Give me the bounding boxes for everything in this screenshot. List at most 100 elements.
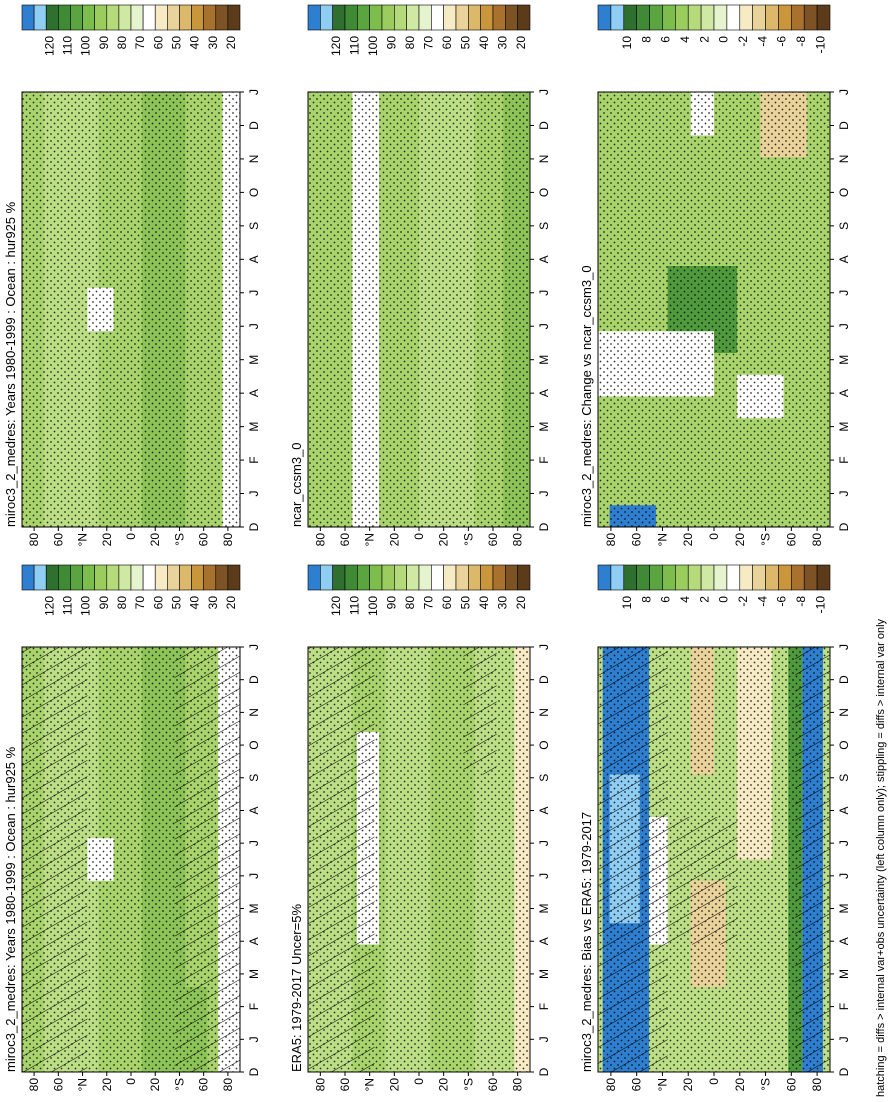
lat-label: 80 bbox=[511, 1078, 525, 1092]
colorbar-cell bbox=[816, 4, 831, 31]
colorbar-cell bbox=[765, 4, 779, 31]
month-label: A bbox=[837, 937, 851, 945]
month-label: J bbox=[247, 89, 261, 95]
lat-label: 0 bbox=[707, 1078, 721, 1085]
colorbar-label: 40 bbox=[477, 596, 491, 610]
month-label: D bbox=[537, 675, 551, 684]
colorbar-cell bbox=[167, 564, 180, 591]
lat-label: 60 bbox=[784, 533, 798, 547]
colorbar-cell bbox=[765, 564, 779, 591]
panel: miroc3_2_medres: Bias vs ERA5: 1979-2017… bbox=[579, 564, 851, 1092]
lat-label: 20 bbox=[681, 1078, 695, 1092]
lat-label: 80 bbox=[313, 533, 327, 547]
lat-label: 60 bbox=[51, 1078, 65, 1092]
colorbar-cell bbox=[675, 4, 689, 31]
lat-label: 60 bbox=[338, 533, 352, 547]
colorbar-label: 4 bbox=[678, 596, 692, 603]
lat-label: 80 bbox=[604, 533, 618, 547]
colorbar-label: 30 bbox=[495, 36, 509, 50]
month-label: A bbox=[537, 255, 551, 263]
colorbar-cell bbox=[130, 564, 144, 591]
lat-label: °N bbox=[655, 533, 669, 546]
lat-label: °N bbox=[363, 533, 377, 546]
colorbar-cell bbox=[154, 564, 168, 591]
colorbar-cell bbox=[118, 564, 132, 591]
month-label: D bbox=[837, 121, 851, 130]
lat-label: °S bbox=[759, 1078, 773, 1091]
month-label: N bbox=[247, 155, 261, 164]
month-label: A bbox=[537, 937, 551, 945]
month-label: M bbox=[837, 969, 851, 979]
colorbar-cell bbox=[58, 4, 71, 31]
colorbar-label: 90 bbox=[384, 36, 398, 50]
colorbar-label: 120 bbox=[42, 36, 56, 56]
stippling bbox=[22, 92, 240, 527]
lat-label: 60 bbox=[486, 533, 500, 547]
colorbar-label: 110 bbox=[60, 596, 74, 615]
colorbar-cell bbox=[700, 4, 715, 31]
colorbar-cell bbox=[203, 4, 217, 31]
colorbar-label: 6 bbox=[659, 36, 673, 43]
month-label: D bbox=[537, 1067, 551, 1076]
colorbar-cell bbox=[320, 4, 333, 31]
month-label: N bbox=[837, 708, 851, 717]
month-label: J bbox=[837, 1036, 851, 1042]
month-label: M bbox=[537, 904, 551, 914]
month-label: M bbox=[537, 422, 551, 432]
colorbar-label: 2 bbox=[697, 596, 711, 603]
lat-label: 20 bbox=[148, 1078, 162, 1092]
lat-label: °N bbox=[76, 533, 90, 546]
colorbar-cell bbox=[675, 564, 689, 591]
month-label: J bbox=[837, 644, 851, 650]
colorbar-label: 70 bbox=[421, 596, 435, 610]
month-label: F bbox=[247, 456, 261, 463]
month-label: J bbox=[837, 323, 851, 329]
colorbar-cell bbox=[21, 4, 35, 31]
colorbar-cell bbox=[33, 4, 47, 31]
colorbar-label: 110 bbox=[347, 596, 361, 615]
panel-title: ERA5: 1979-2017 Uncer=5% bbox=[289, 904, 304, 1072]
month-label: O bbox=[247, 188, 261, 197]
colorbar-cell bbox=[82, 564, 95, 591]
colorbar-label: 40 bbox=[188, 36, 202, 50]
month-label: O bbox=[247, 740, 261, 749]
colorbar-cell bbox=[332, 564, 346, 591]
colorbar-cell bbox=[752, 564, 766, 591]
lat-label: 60 bbox=[630, 533, 644, 547]
colorbar-cell bbox=[597, 4, 612, 31]
colorbar-cell bbox=[778, 564, 792, 591]
colorbar-cell bbox=[203, 564, 217, 591]
colorbar-label: 20 bbox=[514, 36, 528, 50]
month-label: D bbox=[837, 1067, 851, 1076]
colorbar-cell bbox=[369, 4, 383, 31]
colorbar-cell bbox=[687, 564, 702, 591]
month-label: M bbox=[837, 422, 851, 432]
colorbar-cell bbox=[505, 4, 518, 31]
colorbar-cell bbox=[636, 564, 650, 591]
hatching bbox=[22, 647, 88, 1072]
month-label: A bbox=[837, 806, 851, 814]
colorbar-cell bbox=[320, 564, 333, 591]
month-label: J bbox=[537, 644, 551, 650]
colorbar-label: 120 bbox=[42, 596, 56, 616]
colorbar-cell bbox=[517, 4, 531, 31]
month-label: J bbox=[537, 290, 551, 296]
colorbar-label: 70 bbox=[133, 36, 147, 50]
month-label: F bbox=[247, 1003, 261, 1010]
colorbar-label: 120 bbox=[329, 36, 343, 56]
month-label: J bbox=[537, 89, 551, 95]
colorbar-label: 30 bbox=[206, 596, 220, 610]
colorbar-label: 40 bbox=[188, 596, 202, 610]
colorbar-cell bbox=[106, 4, 120, 31]
colorbar-label: -8 bbox=[794, 596, 808, 607]
colorbar-cell bbox=[455, 4, 469, 31]
colorbar-cell bbox=[610, 564, 625, 591]
lat-label: °N bbox=[76, 1078, 90, 1091]
colorbar-cell bbox=[778, 4, 792, 31]
lat-label: 60 bbox=[197, 1078, 211, 1092]
hatching bbox=[598, 647, 668, 1072]
panel: miroc3_2_medres: Change vs ncar_ccsm3_0 8… bbox=[579, 4, 851, 547]
month-label: S bbox=[837, 222, 851, 230]
colorbar-cell bbox=[480, 564, 494, 591]
colorbar-label: -6 bbox=[775, 596, 789, 607]
